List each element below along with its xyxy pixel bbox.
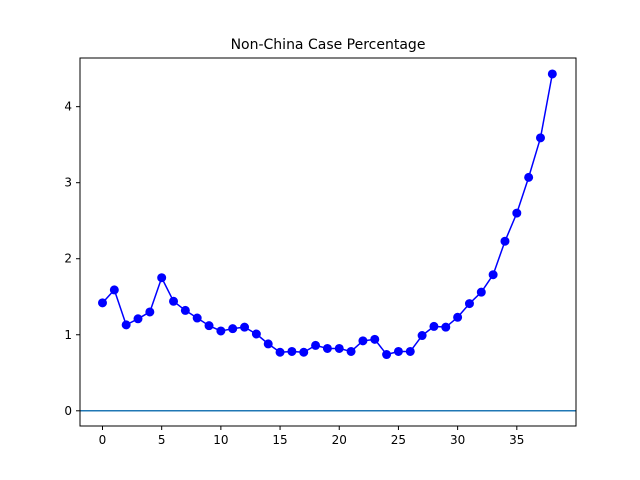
data-point bbox=[216, 326, 226, 336]
data-point bbox=[370, 334, 380, 344]
data-point bbox=[228, 324, 238, 334]
data-point bbox=[453, 312, 463, 322]
data-point bbox=[109, 285, 119, 295]
y-tick-label: 0 bbox=[64, 404, 72, 418]
plot-area: 0 5 10 15 20 25 30 35 0 1 2 3 4 bbox=[64, 57, 577, 447]
data-point bbox=[334, 343, 344, 353]
data-point bbox=[311, 340, 321, 350]
y-tick-label: 3 bbox=[64, 176, 72, 190]
data-point bbox=[488, 270, 498, 280]
data-point bbox=[180, 305, 190, 315]
data-point bbox=[547, 69, 557, 79]
data-point bbox=[251, 329, 261, 339]
data-point bbox=[464, 299, 474, 309]
x-tick-label: 30 bbox=[450, 433, 465, 447]
data-point bbox=[133, 314, 143, 324]
data-point bbox=[97, 298, 107, 308]
data-point bbox=[429, 321, 439, 331]
data-point bbox=[192, 313, 202, 323]
data-point bbox=[240, 322, 250, 332]
y-tick-label: 2 bbox=[64, 252, 72, 266]
data-point bbox=[157, 273, 167, 283]
data-point bbox=[299, 347, 309, 357]
data-point bbox=[121, 320, 131, 330]
data-point bbox=[275, 347, 285, 357]
data-point bbox=[204, 321, 214, 331]
data-point bbox=[322, 343, 332, 353]
data-point bbox=[169, 296, 179, 306]
chart-title: Non-China Case Percentage bbox=[231, 37, 426, 53]
x-tick-label: 10 bbox=[213, 433, 228, 447]
x-tick-label: 20 bbox=[332, 433, 347, 447]
data-point bbox=[441, 322, 451, 332]
x-tick-label: 5 bbox=[158, 433, 166, 447]
data-point bbox=[287, 346, 297, 356]
data-point bbox=[417, 331, 427, 341]
data-point bbox=[512, 208, 522, 218]
x-tick-label: 25 bbox=[391, 433, 406, 447]
y-tick-label: 4 bbox=[64, 100, 72, 114]
x-tick-label: 15 bbox=[272, 433, 287, 447]
x-tick-label: 35 bbox=[509, 433, 524, 447]
data-point bbox=[346, 346, 356, 356]
data-point bbox=[500, 236, 510, 246]
data-point bbox=[405, 346, 415, 356]
data-point bbox=[358, 336, 368, 346]
axes-frame bbox=[79, 57, 577, 427]
data-point bbox=[263, 339, 273, 349]
data-point bbox=[524, 172, 534, 182]
data-point bbox=[476, 287, 486, 297]
data-point bbox=[535, 133, 545, 143]
x-tick-label: 0 bbox=[99, 433, 107, 447]
data-point bbox=[382, 350, 392, 360]
data-point bbox=[145, 307, 155, 317]
data-point bbox=[393, 346, 403, 356]
y-tick-label: 1 bbox=[64, 328, 72, 342]
